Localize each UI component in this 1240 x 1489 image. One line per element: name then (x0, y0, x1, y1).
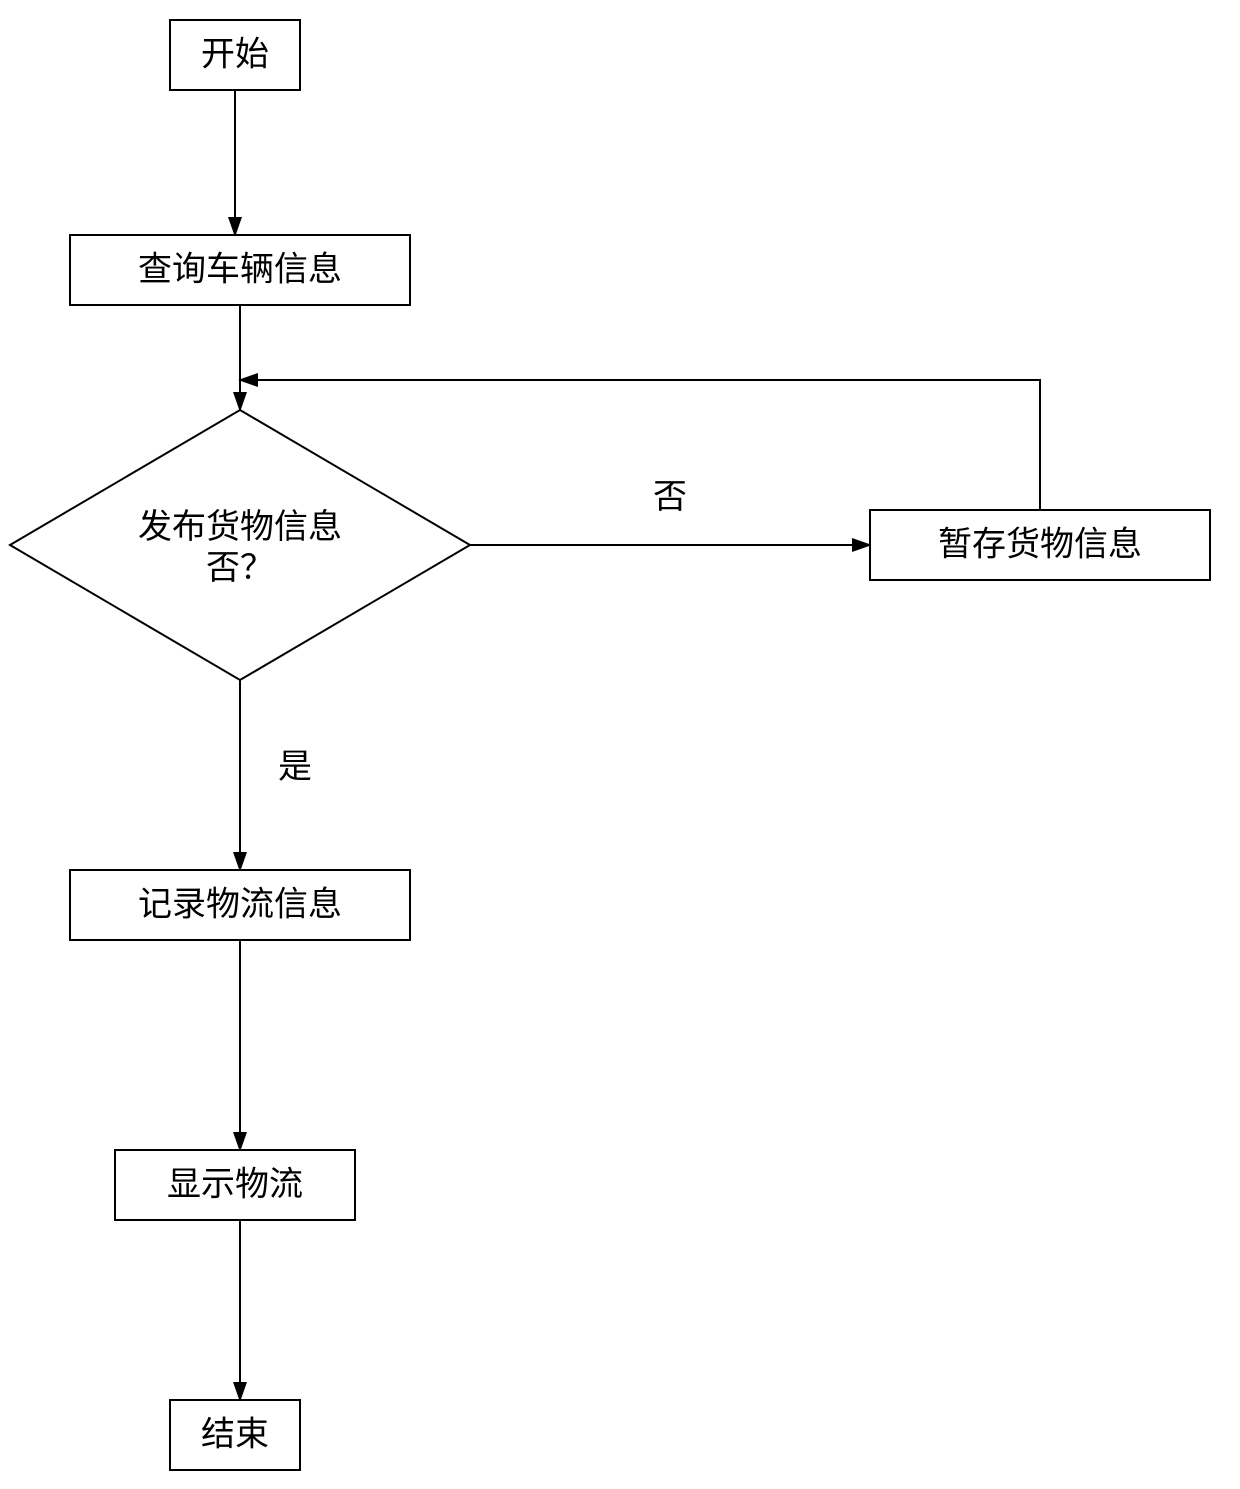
node-label: 暂存货物信息 (938, 526, 1142, 564)
node-start: 开始 (170, 20, 300, 90)
node-label: 记录物流信息 (138, 886, 342, 924)
node-label: 开始 (201, 36, 269, 74)
node-cache: 暂存货物信息 (870, 510, 1210, 580)
node-label: 结束 (201, 1416, 269, 1454)
node-display: 显示物流 (115, 1150, 355, 1220)
node-end: 结束 (170, 1400, 300, 1470)
node-label: 显示物流 (167, 1166, 303, 1204)
node-query: 查询车辆信息 (70, 235, 410, 305)
flowchart-canvas: 否是 开始查询车辆信息发布货物信息否？ 暂存货物信息记录物流信息显示物流结束 (0, 0, 1240, 1489)
edge-label: 是 (278, 749, 312, 786)
edge-label: 否 (653, 479, 687, 516)
node-decision: 发布货物信息否？ (10, 410, 470, 680)
node-record: 记录物流信息 (70, 870, 410, 940)
node-label: 查询车辆信息 (138, 251, 342, 289)
